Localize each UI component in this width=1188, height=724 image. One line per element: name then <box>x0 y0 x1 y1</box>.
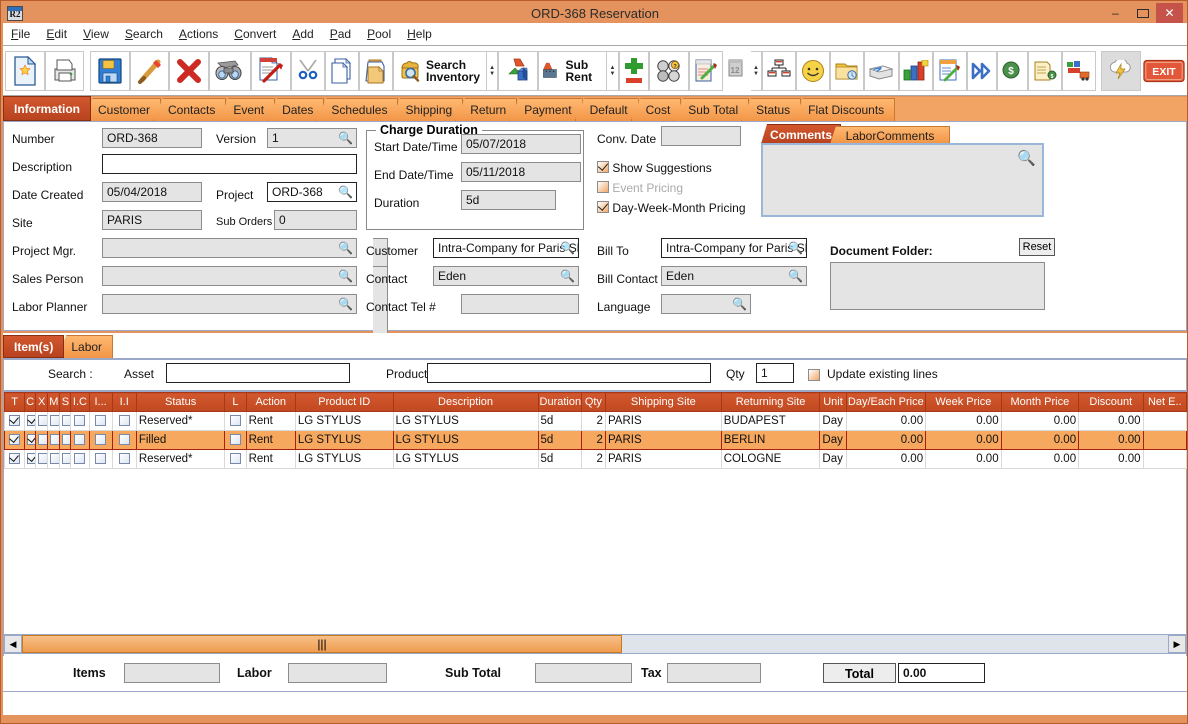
svg-text:12: 12 <box>730 66 739 75</box>
svg-text:$: $ <box>1009 66 1015 77</box>
svg-text:$: $ <box>1050 74 1053 80</box>
svg-text:EXIT: EXIT <box>1152 65 1176 77</box>
